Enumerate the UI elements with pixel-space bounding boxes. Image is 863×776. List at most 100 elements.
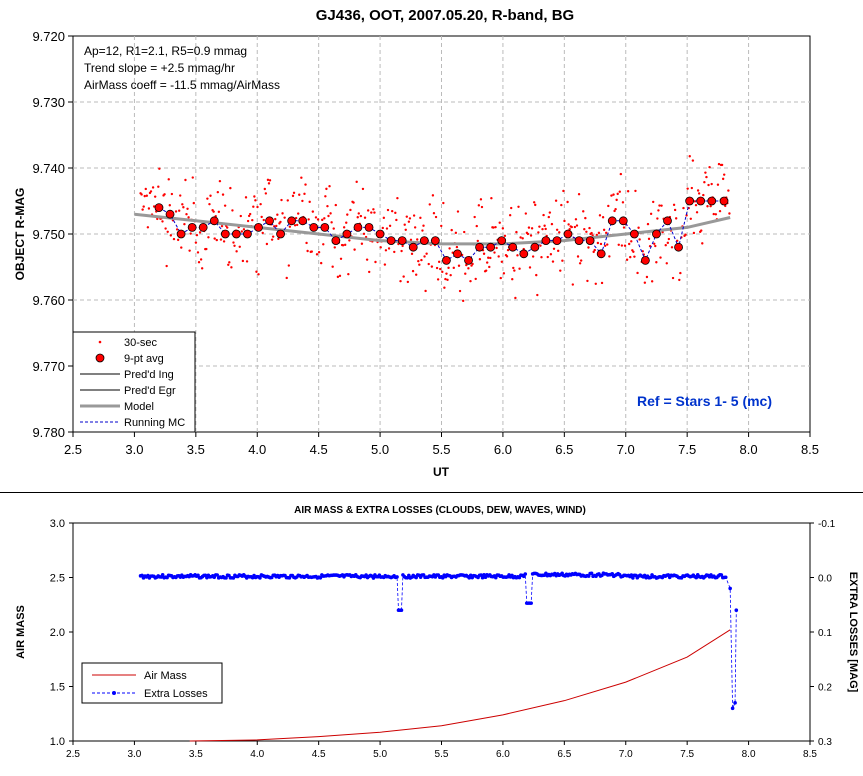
raw-point (548, 211, 552, 214)
extra-losses-point (723, 575, 728, 580)
extra-losses-point (479, 573, 483, 577)
raw-point (279, 220, 282, 224)
raw-point (366, 209, 370, 212)
raw-point (665, 262, 668, 265)
raw-point (388, 224, 392, 228)
raw-point (657, 209, 660, 212)
raw-point (442, 201, 445, 205)
raw-point (276, 213, 279, 216)
raw-point (495, 246, 498, 250)
raw-point (664, 243, 667, 247)
raw-point (261, 231, 264, 235)
raw-point (140, 193, 143, 196)
raw-point (287, 264, 291, 267)
raw-point (245, 260, 249, 263)
raw-point (417, 259, 420, 263)
raw-point (355, 180, 358, 184)
raw-point (537, 231, 540, 234)
raw-point (303, 192, 306, 196)
avg-point (442, 255, 451, 265)
raw-point (478, 258, 482, 261)
x-tick-label: 8.5 (801, 442, 819, 457)
x-tick-label: 5.5 (435, 749, 449, 760)
raw-point (598, 214, 602, 217)
raw-point (645, 275, 649, 279)
y-tick-label: 1.5 (50, 682, 65, 694)
raw-point (381, 226, 384, 230)
airmass-line (189, 629, 731, 742)
raw-point (315, 253, 319, 256)
x-tick-label: 3.5 (187, 442, 205, 457)
raw-point (527, 226, 531, 229)
raw-point (305, 241, 308, 245)
raw-point (175, 228, 179, 231)
raw-point (702, 193, 705, 197)
raw-point (207, 236, 210, 239)
avg-point (629, 229, 639, 239)
raw-point (327, 214, 330, 218)
raw-point (345, 221, 348, 224)
raw-point (593, 248, 596, 252)
raw-point (691, 159, 695, 162)
raw-point (718, 209, 722, 213)
raw-point (348, 239, 351, 242)
raw-point (252, 205, 255, 208)
raw-point (143, 194, 146, 198)
magnitude-chart: GJ436, OOT, 2007.05.20, R-band, BG 2.5 3.… (13, 7, 819, 479)
x-tick-label: 5.0 (373, 749, 387, 760)
avg-point (530, 242, 540, 252)
avg-point (430, 236, 440, 246)
raw-point (551, 260, 555, 263)
raw-point (294, 216, 298, 220)
raw-point (324, 195, 327, 198)
raw-point (368, 270, 371, 274)
raw-point (573, 225, 577, 229)
raw-point (707, 183, 710, 187)
raw-point (629, 255, 632, 259)
y2-tick-label: -0.1 (818, 519, 836, 530)
raw-point (176, 238, 180, 242)
raw-point (567, 223, 570, 226)
chart1-note-3: AirMass coeff = -11.5 mmag/AirMass (84, 78, 280, 92)
avg-point (364, 222, 374, 232)
raw-point (181, 203, 184, 206)
raw-point (212, 210, 215, 213)
avg-point (320, 222, 330, 232)
raw-point (163, 193, 166, 196)
raw-point (506, 248, 510, 252)
raw-point (170, 192, 174, 196)
raw-point (264, 192, 268, 195)
raw-point (716, 183, 720, 186)
raw-point (400, 249, 403, 253)
raw-point (307, 218, 310, 221)
raw-point (620, 244, 624, 247)
raw-point (158, 167, 161, 170)
raw-point (172, 237, 176, 241)
extra-losses-point (399, 608, 404, 612)
x-tick-label: 8.0 (742, 749, 756, 760)
raw-point (596, 241, 600, 245)
extra-losses-point (719, 573, 724, 577)
y-tick-label: 2.0 (50, 627, 65, 639)
raw-point (717, 162, 721, 166)
avg-point (464, 255, 473, 265)
raw-point (393, 250, 396, 254)
raw-point (153, 195, 157, 198)
raw-point (334, 203, 338, 207)
raw-point (191, 176, 194, 179)
legend-avg-marker (95, 353, 105, 363)
raw-point (550, 222, 554, 226)
raw-point (518, 267, 521, 270)
chart1-title: GJ436, OOT, 2007.05.20, R-band, BG (316, 7, 574, 24)
raw-point (670, 246, 674, 249)
x-tick-label: 7.5 (678, 442, 696, 457)
raw-point (566, 200, 569, 204)
raw-point (508, 214, 512, 217)
raw-point (321, 218, 324, 222)
legend-model-label: Model (124, 401, 154, 413)
legend-running-label: Running MC (124, 417, 185, 429)
raw-point (188, 249, 191, 252)
raw-point (485, 261, 489, 264)
raw-point (262, 218, 265, 222)
raw-point (503, 234, 507, 238)
